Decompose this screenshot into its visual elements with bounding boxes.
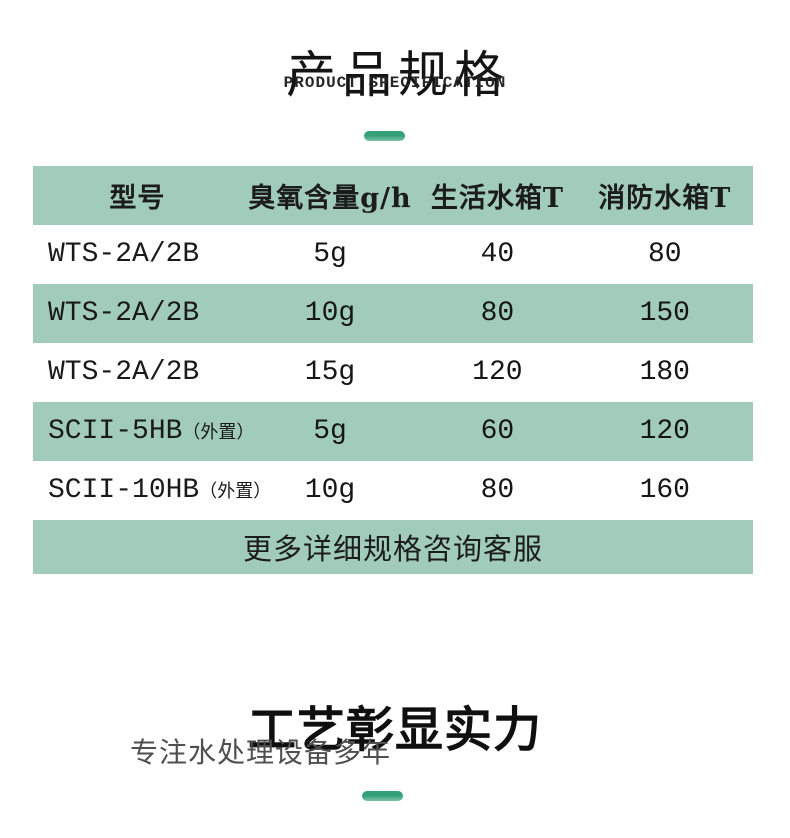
model-text: WTS-2A/2B — [48, 298, 200, 329]
craft-section-subtitle: 专注水处理设备多年 — [130, 736, 392, 769]
model-cell: WTS-2A/2B — [33, 239, 242, 270]
model-cell: SCII-10HB（外置） — [33, 475, 271, 506]
table-row: SCII-5HB（外置） 5g 60 120 — [33, 402, 753, 461]
header-domestic-tank: 生活水箱T — [430, 183, 564, 214]
model-cell: WTS-2A/2B — [33, 298, 242, 329]
ozone-cell: 5g — [313, 416, 347, 447]
model-note: （外置） — [182, 422, 255, 443]
fire-tank-cell: 80 — [647, 239, 682, 270]
header-model: 型号 — [109, 183, 166, 214]
domestic-tank-cell: 120 — [472, 357, 523, 388]
table-footer-note: 更多详细规格咨询客服 — [33, 520, 753, 574]
model-cell: WTS-2A/2B — [33, 357, 242, 388]
model-cell: SCII-5HB（外置） — [33, 416, 254, 447]
table-row: WTS-2A/2B 5g 40 80 — [33, 225, 753, 284]
domestic-tank-cell: 80 — [480, 298, 515, 329]
model-text: SCII-10HB — [48, 475, 200, 506]
spec-table: 型号 臭氧含量g/h 生活水箱T 消防水箱T WTS-2A/2B 5g 40 8… — [33, 166, 753, 574]
fire-tank-cell: 180 — [639, 357, 690, 388]
divider-dash-bottom — [362, 791, 403, 801]
page-subtitle-en: PRODUCT SPECIFICATION — [283, 74, 507, 92]
table-row: WTS-2A/2B 10g 80 150 — [33, 284, 753, 343]
page-title: 产品规格 — [286, 45, 510, 104]
model-text: SCII-5HB — [48, 416, 183, 447]
ozone-cell: 10g — [304, 298, 356, 329]
header-ozone: 臭氧含量g/h — [248, 183, 412, 214]
craft-section-title: 工艺彰显实力 — [247, 701, 542, 758]
model-text: WTS-2A/2B — [48, 357, 200, 388]
fire-tank-cell: 150 — [639, 298, 690, 329]
table-header-row: 型号 臭氧含量g/h 生活水箱T 消防水箱T — [33, 166, 753, 225]
table-row: WTS-2A/2B 15g 120 180 — [33, 343, 753, 402]
ozone-cell: 10g — [304, 475, 356, 506]
domestic-tank-cell: 80 — [480, 475, 515, 506]
ozone-cell: 15g — [304, 357, 356, 388]
table-body: WTS-2A/2B 5g 40 80 WTS-2A/2B 10g 80 150 … — [33, 225, 753, 520]
model-text: WTS-2A/2B — [48, 239, 200, 270]
header-fire-tank: 消防水箱T — [598, 183, 732, 214]
domestic-tank-cell: 40 — [480, 239, 515, 270]
ozone-cell: 5g — [313, 239, 347, 270]
table-row: SCII-10HB（外置） 10g 80 160 — [33, 461, 753, 520]
model-note: （外置） — [199, 481, 272, 502]
domestic-tank-cell: 60 — [480, 416, 515, 447]
divider-dash-top — [364, 131, 405, 141]
fire-tank-cell: 120 — [639, 416, 690, 447]
fire-tank-cell: 160 — [639, 475, 690, 506]
